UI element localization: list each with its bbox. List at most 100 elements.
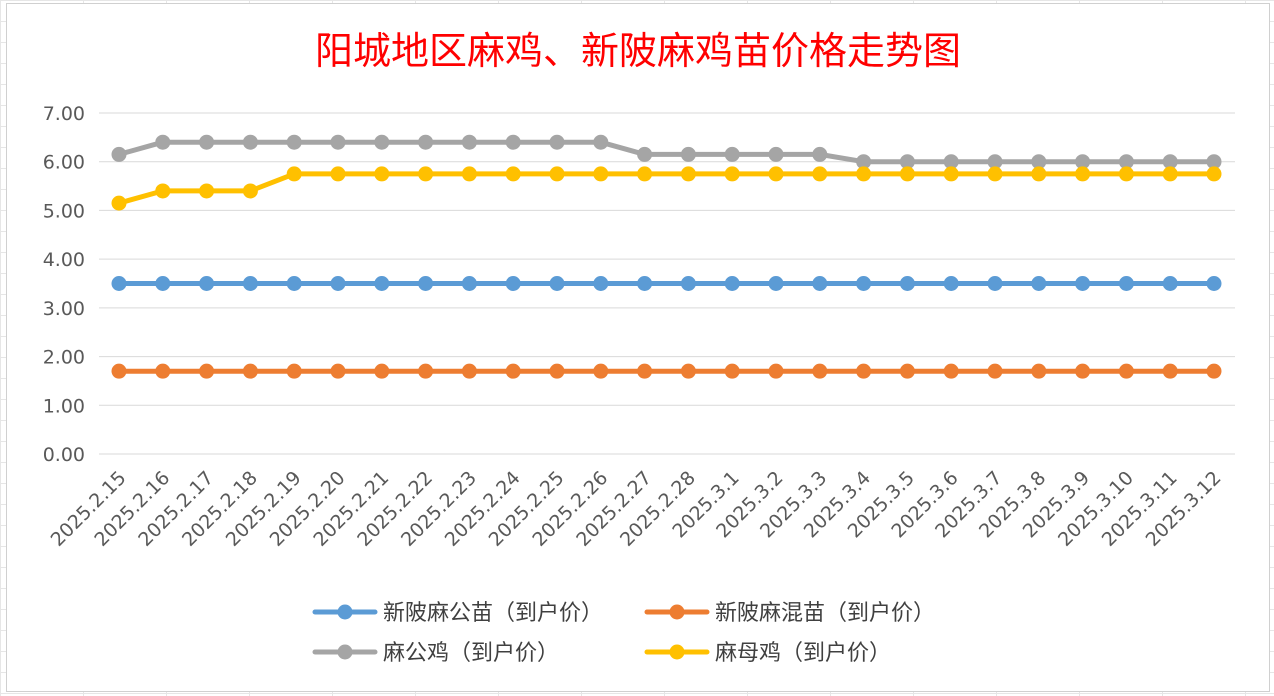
legend-item: 麻母鸡（到户价）	[644, 641, 891, 666]
data-point	[768, 166, 784, 182]
data-point	[680, 276, 696, 291]
data-point	[1031, 166, 1047, 182]
data-point	[286, 166, 302, 182]
data-point	[812, 146, 828, 162]
data-point	[374, 276, 390, 291]
data-point	[856, 166, 872, 182]
data-point	[1031, 154, 1047, 170]
legend-marker	[337, 604, 353, 620]
data-point	[330, 276, 346, 291]
y-tick-label: 7.00	[43, 103, 85, 125]
data-point	[374, 134, 390, 150]
data-point	[155, 276, 171, 291]
data-point	[899, 363, 915, 379]
legend: 新陂麻公苗（到户价） 新陂麻混苗（到户价） 麻公鸡（到户价） 麻母鸡（到户价）	[312, 601, 935, 666]
data-point	[199, 134, 215, 150]
data-point	[1162, 166, 1178, 182]
data-point	[724, 276, 740, 291]
data-point	[1162, 154, 1178, 170]
data-point	[418, 166, 434, 182]
chart-title: 阳城地区麻鸡、新陂麻鸡苗价格走势图	[315, 29, 961, 73]
data-point	[637, 276, 653, 291]
data-point	[461, 134, 477, 150]
data-point	[505, 166, 521, 182]
series-line	[116, 139, 1217, 165]
data-point	[1206, 363, 1222, 379]
data-point	[1031, 276, 1047, 291]
data-point	[418, 363, 434, 379]
data-point	[1075, 166, 1091, 182]
line-chart: 阳城地区麻鸡、新陂麻鸡苗价格走势图 0.00 1.00 2.00 3.00 4.00 5.…	[43, 29, 1235, 666]
series-4	[111, 166, 1222, 211]
legend-label: 新陂麻混苗（到户价）	[715, 601, 935, 626]
data-point	[111, 195, 127, 211]
data-point	[286, 276, 302, 291]
series-line	[116, 171, 1217, 206]
data-point	[987, 166, 1003, 182]
data-point	[593, 363, 609, 379]
data-point	[1118, 276, 1134, 291]
data-point	[199, 363, 215, 379]
data-point	[724, 363, 740, 379]
legend-label: 麻母鸡（到户价）	[715, 641, 891, 666]
data-point	[856, 154, 872, 170]
series-lines	[111, 134, 1222, 379]
data-point	[111, 363, 127, 379]
y-tick-label: 2.00	[43, 347, 85, 369]
legend-marker	[337, 644, 353, 660]
data-point	[1031, 363, 1047, 379]
y-axis-tick-labels: 0.00 1.00 2.00 3.00 4.00 5.00 6.00 7.00	[43, 103, 85, 466]
y-tick-label: 0.00	[43, 444, 85, 466]
data-point	[286, 134, 302, 150]
data-point	[199, 276, 215, 291]
legend-label: 麻公鸡（到户价）	[383, 641, 559, 666]
legend-item: 新陂麻公苗（到户价）	[312, 601, 603, 626]
data-point	[505, 276, 521, 291]
legend-item: 新陂麻混苗（到户价）	[644, 601, 935, 626]
data-point	[899, 166, 915, 182]
data-point	[374, 363, 390, 379]
data-point	[1118, 166, 1134, 182]
data-point	[418, 276, 434, 291]
data-point	[768, 146, 784, 162]
data-point	[943, 276, 959, 291]
data-point	[549, 166, 565, 182]
data-point	[812, 166, 828, 182]
data-point	[856, 276, 872, 291]
data-point	[549, 276, 565, 291]
data-point	[680, 166, 696, 182]
data-point	[593, 134, 609, 150]
series-1	[111, 276, 1222, 291]
data-point	[242, 183, 258, 199]
data-point	[549, 134, 565, 150]
data-point	[242, 134, 258, 150]
data-point	[1162, 276, 1178, 291]
data-point	[943, 154, 959, 170]
data-point	[286, 363, 302, 379]
y-tick-label: 4.00	[43, 249, 85, 271]
data-point	[374, 166, 390, 182]
data-point	[768, 276, 784, 291]
data-point	[242, 363, 258, 379]
y-tick-label: 1.00	[43, 395, 85, 417]
chart-area: 阳城地区麻鸡、新陂麻鸡苗价格走势图 0.00 1.00 2.00 3.00 4.00 5.…	[6, 3, 1270, 692]
data-point	[593, 166, 609, 182]
data-point	[812, 363, 828, 379]
data-point	[1162, 363, 1178, 379]
y-tick-label: 6.00	[43, 152, 85, 174]
data-point	[155, 363, 171, 379]
data-point	[1075, 363, 1091, 379]
data-point	[199, 183, 215, 199]
data-point	[987, 276, 1003, 291]
data-point	[1075, 276, 1091, 291]
data-point	[1118, 154, 1134, 170]
data-point	[987, 154, 1003, 170]
data-point	[330, 166, 346, 182]
data-point	[856, 363, 872, 379]
y-tick-label: 3.00	[43, 298, 85, 320]
data-point	[155, 183, 171, 199]
data-point	[1206, 276, 1222, 291]
data-point	[111, 146, 127, 162]
data-point	[943, 166, 959, 182]
